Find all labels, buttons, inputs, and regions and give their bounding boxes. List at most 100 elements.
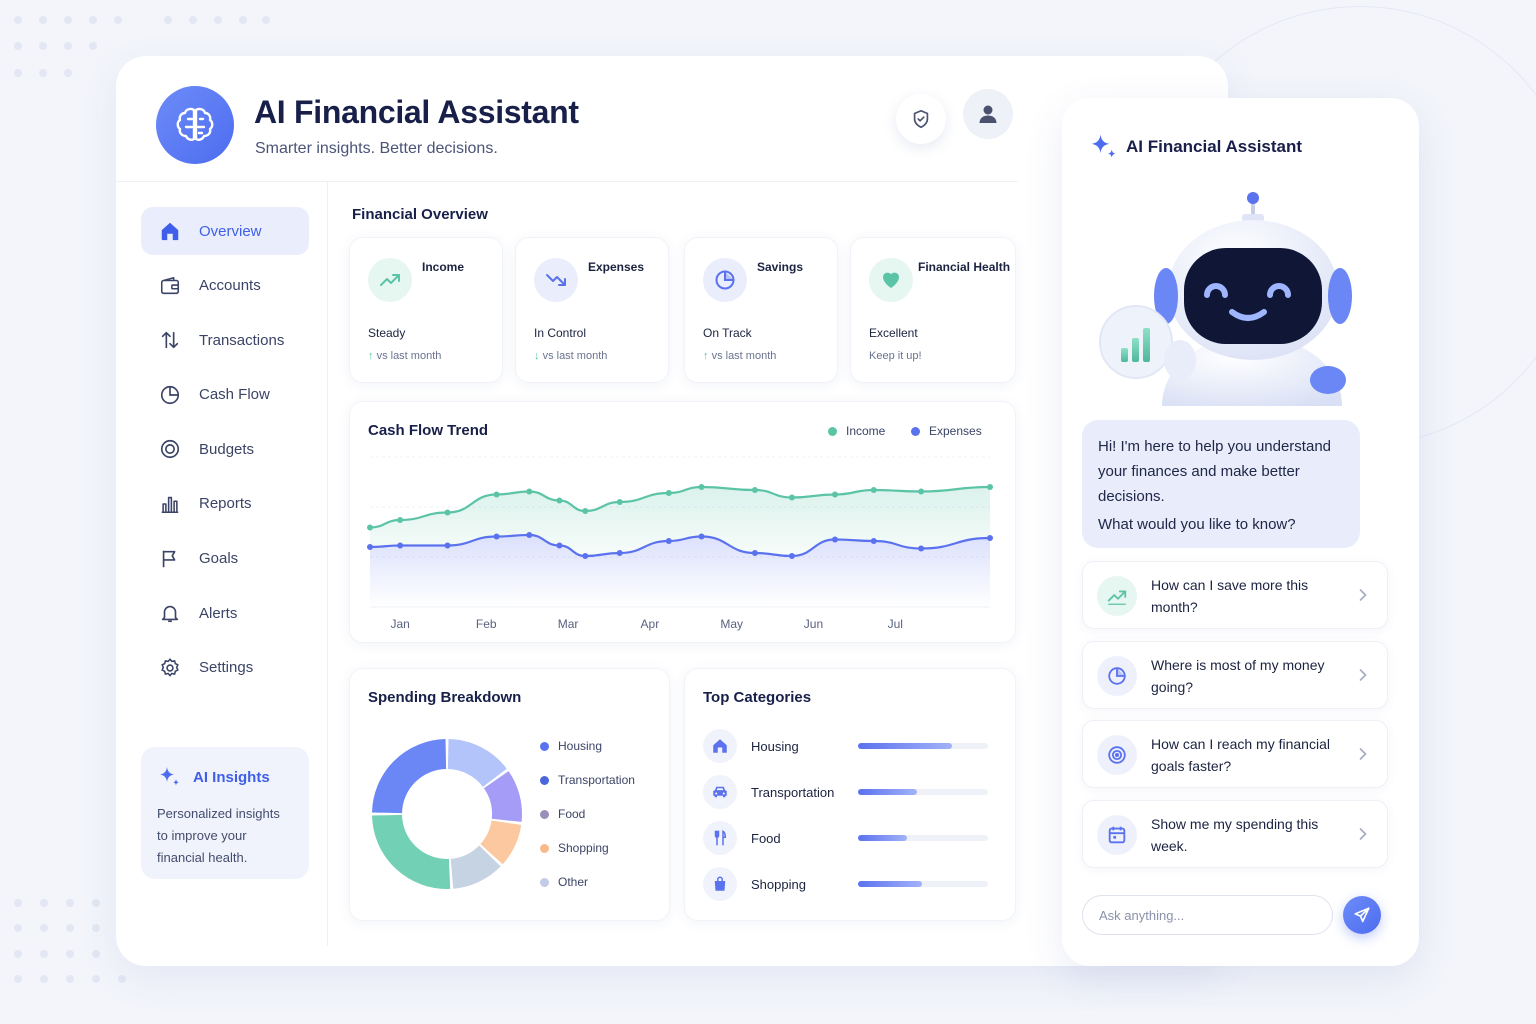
legend-dot <box>540 843 549 853</box>
expenses-point[interactable] <box>665 538 672 544</box>
send-icon <box>1354 907 1370 923</box>
security-button[interactable] <box>896 94 946 144</box>
expenses-point[interactable] <box>616 550 623 556</box>
income-point[interactable] <box>870 487 877 493</box>
category-row-shopping[interactable]: Shopping <box>703 867 993 901</box>
legend-other: Other <box>540 875 588 889</box>
suggestion-spending-week[interactable]: Show me my spending this week. <box>1082 800 1388 868</box>
profile-button[interactable] <box>963 89 1013 139</box>
donut-slice[interactable] <box>479 819 522 865</box>
expenses-point[interactable] <box>788 553 795 559</box>
income-point[interactable] <box>751 487 758 493</box>
legend-dot <box>911 426 920 436</box>
category-bar <box>858 743 988 749</box>
ai-insights-card[interactable]: AI Insights Personalized insights to imp… <box>141 747 309 879</box>
suggestion-save-more[interactable]: How can I save more this month? <box>1082 561 1388 629</box>
suggestion-money-going[interactable]: Where is most of my money going? <box>1082 641 1388 709</box>
kpi-card-expenses[interactable]: Expenses In Control ↓ vs last month <box>515 237 669 383</box>
kpi-card-health[interactable]: Financial Health Excellent Keep it up! <box>850 237 1016 383</box>
x-tick-label: Apr <box>641 617 660 631</box>
donut-slice[interactable] <box>447 739 507 788</box>
expenses-point[interactable] <box>870 538 877 544</box>
send-button[interactable] <box>1343 896 1381 934</box>
category-row-transportation[interactable]: Transportation <box>703 775 993 809</box>
donut-slice[interactable] <box>372 814 451 889</box>
kpi-value: On Track <box>703 326 752 340</box>
income-point[interactable] <box>987 484 993 490</box>
assistant-greeting-bubble: Hi! I'm here to help you understand your… <box>1082 420 1360 548</box>
income-point[interactable] <box>444 509 451 516</box>
income-point[interactable] <box>832 491 838 498</box>
donut-slice[interactable] <box>372 739 447 814</box>
expenses-point[interactable] <box>987 535 993 541</box>
income-point[interactable] <box>493 491 500 498</box>
expenses-point[interactable] <box>582 553 589 559</box>
income-point[interactable] <box>698 484 705 490</box>
car-icon <box>713 786 727 798</box>
app-subtitle: Smarter insights. Better decisions. <box>255 140 498 157</box>
expenses-point[interactable] <box>493 533 500 540</box>
income-point[interactable] <box>665 490 672 496</box>
category-row-housing[interactable]: Housing <box>703 729 993 763</box>
sidebar-item-accounts[interactable]: Accounts <box>141 262 309 310</box>
legend-expenses: Expenses <box>911 424 982 438</box>
income-point[interactable] <box>556 497 563 504</box>
sidebar-item-transactions[interactable]: Transactions <box>141 316 309 364</box>
heart-icon <box>883 272 899 288</box>
income-point[interactable] <box>582 508 589 514</box>
chat-input[interactable] <box>1082 895 1333 935</box>
sidebar-item-label: Settings <box>199 659 254 677</box>
donut-slice[interactable] <box>483 771 522 822</box>
category-bar <box>858 881 988 887</box>
sidebar-item-goals[interactable]: Goals <box>141 535 309 583</box>
expenses-point[interactable] <box>397 542 404 549</box>
expenses-point[interactable] <box>367 544 373 550</box>
expenses-point[interactable] <box>698 533 705 540</box>
expenses-point[interactable] <box>444 542 451 549</box>
sidebar-item-label: Cash Flow <box>199 386 270 404</box>
expenses-point[interactable] <box>751 550 758 556</box>
spending-donut-chart <box>372 739 522 889</box>
home-icon <box>713 739 727 753</box>
sidebar-item-overview[interactable]: Overview <box>141 207 309 255</box>
kpi-label: Financial Health <box>918 260 1011 274</box>
chat-title: AI Financial Assistant <box>1126 137 1303 156</box>
suggestion-reach-goals[interactable]: How can I reach my financial goals faste… <box>1082 720 1388 788</box>
income-point[interactable] <box>788 494 795 501</box>
donut-slice[interactable] <box>450 844 501 889</box>
x-tick-label: Jul <box>888 617 903 631</box>
sidebar-item-alerts[interactable]: Alerts <box>141 589 309 637</box>
income-point[interactable] <box>526 488 533 495</box>
income-point[interactable] <box>397 517 404 523</box>
expenses-point[interactable] <box>832 536 838 543</box>
expenses-line <box>369 533 991 558</box>
legend-dot <box>828 426 837 436</box>
category-row-food[interactable]: Food <box>703 821 993 855</box>
kpi-card-savings[interactable]: Savings On Track ↑ vs last month <box>684 237 838 383</box>
sidebar-item-cash-flow[interactable]: Cash Flow <box>141 371 309 419</box>
shopping-bag-icon <box>714 876 726 891</box>
legend-transportation: Transportation <box>540 773 635 787</box>
sidebar-item-reports[interactable]: Reports <box>141 480 309 528</box>
income-point[interactable] <box>616 499 623 505</box>
sidebar-item-label: Overview <box>199 222 262 240</box>
x-tick-label: Jun <box>804 617 823 631</box>
gear-icon <box>161 657 179 677</box>
sidebar-item-budgets[interactable]: Budgets <box>141 425 309 473</box>
category-label: Shopping <box>751 876 806 892</box>
legend-shopping: Shopping <box>540 841 609 855</box>
expenses-point[interactable] <box>556 542 563 549</box>
income-point[interactable] <box>918 488 925 495</box>
x-tick-label: Mar <box>558 617 579 631</box>
sidebar-item-settings[interactable]: Settings <box>141 644 309 692</box>
kpi-sub: Keep it up! <box>869 350 922 362</box>
income-point[interactable] <box>367 524 373 531</box>
legend-dot <box>540 775 549 785</box>
cash-flow-panel: Cash Flow Trend Income Expenses Jan Feb Ma… <box>349 401 1016 643</box>
expenses-point[interactable] <box>526 532 533 538</box>
wallet-icon <box>160 276 180 294</box>
kpi-label: Savings <box>757 260 804 274</box>
kpi-card-income[interactable]: Income Steady ↑ vs last month <box>349 237 503 383</box>
header-divider <box>116 181 1018 182</box>
expenses-point[interactable] <box>918 545 925 552</box>
